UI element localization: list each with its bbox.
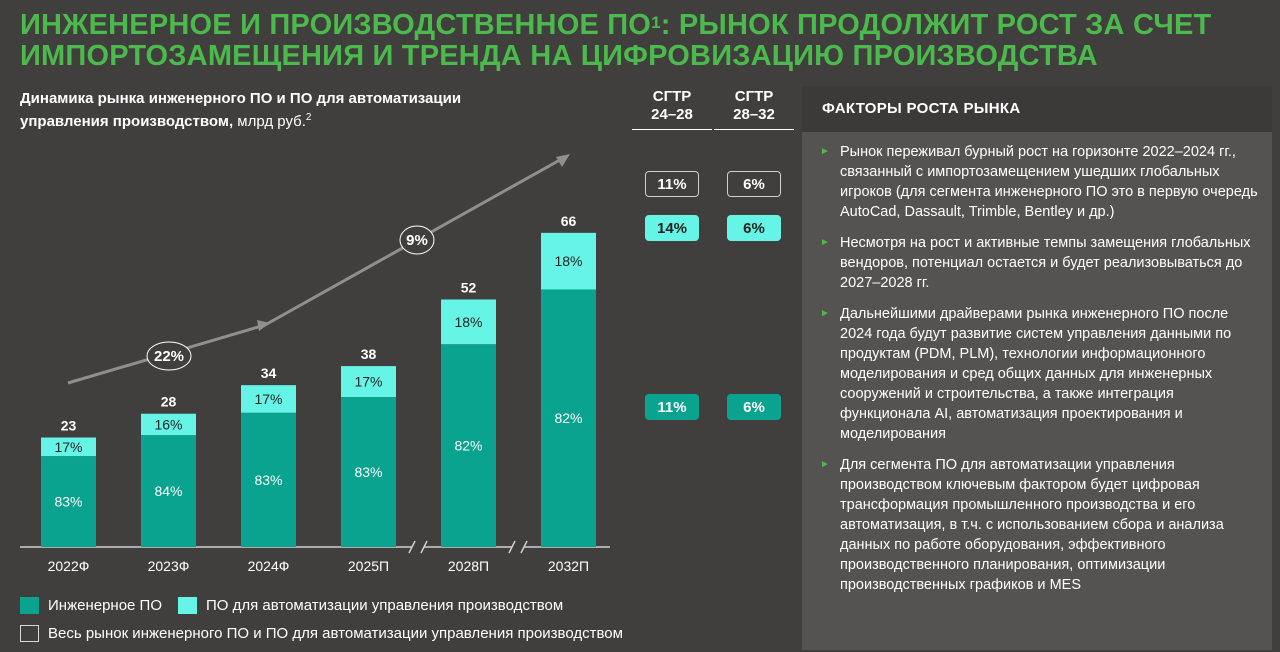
bar-engineering: [241, 412, 296, 547]
x-tick-label: 2024Ф: [248, 558, 290, 574]
bar-automation: [241, 385, 296, 413]
bar-total-label: 28: [161, 394, 177, 410]
bar-total-label: 52: [461, 279, 477, 295]
factor-item: ► Несмотря на рост и активные темпы замещ…: [820, 233, 1260, 293]
bar-automation-share-label: 17%: [54, 439, 82, 455]
triangle-right-icon: ►: [820, 459, 830, 470]
cagr-engineering-24-28: 11%: [645, 394, 699, 420]
trend-cagr-label: 9%: [406, 232, 428, 249]
x-tick-label: 2023Ф: [148, 558, 190, 574]
bar-total-label: 23: [61, 418, 77, 434]
factors-title: ФАКТОРЫ РОСТА РЫНКА: [822, 100, 1021, 117]
factors-list: ► Рынок переживал бурный рост на горизонт…: [820, 142, 1260, 606]
bar-automation: [41, 437, 96, 457]
cagr-header-28-32: CГТР 28–32: [714, 88, 794, 130]
bar-automation-share-label: 16%: [154, 416, 182, 432]
factor-item: ► Для сегмента ПО для автоматизации управ…: [820, 455, 1260, 595]
cagr-header-24-28: CГТР 24–28: [632, 88, 712, 130]
cagr-automation-28-32: 6%: [727, 215, 781, 241]
factor-text: Несмотря на рост и активные темпы замеще…: [840, 235, 1251, 291]
bar-automation: [541, 232, 596, 290]
stacked-bar-chart: 22% 9% 83% 17% 23 2022Ф 84% 16% 28 2023Ф 83% 17% 34 2…: [20, 154, 610, 574]
bar-total-label: 66: [561, 213, 577, 229]
bar-total-label: 34: [261, 365, 277, 381]
triangle-right-icon: ►: [820, 308, 830, 319]
factor-item: ► Рынок переживал бурный рост на горизонт…: [820, 142, 1260, 222]
legend-label: Весь рынок инженерного ПО и ПО для автом…: [48, 625, 623, 642]
bar-engineering-share-label: 82%: [554, 410, 582, 426]
bar-engineering-share-label: 83%: [254, 472, 282, 488]
legend-automation: ПО для автоматизации управления производ…: [178, 597, 563, 614]
subtitle-bold: Динамика рынка инженерного ПО и ПО для а…: [20, 90, 462, 130]
cagr-header-period: 24–28: [651, 106, 693, 123]
bar-automation: [441, 299, 496, 345]
bar-engineering-share-label: 83%: [54, 494, 82, 510]
bar-automation-share-label: 17%: [254, 391, 282, 407]
x-tick-label: 2032П: [548, 558, 589, 574]
cagr-header-period: 28–32: [733, 106, 775, 123]
factor-text: Дальнейшими драйверами рынка инженерного…: [840, 306, 1232, 442]
subtitle-units: млрд руб.: [233, 113, 306, 130]
legend-swatch-teal: [20, 597, 39, 614]
trend-mid-arrowhead: [257, 320, 270, 331]
title-footnote: 1: [651, 13, 661, 32]
trend-cagr-label: 22%: [154, 348, 184, 365]
chart-subtitle: Динамика рынка инженерного ПО и ПО для а…: [20, 89, 540, 131]
bar-total-label: 38: [361, 346, 377, 362]
trend-cagr-badge: [146, 341, 192, 371]
page-title: ИНЖЕНЕРНОЕ И ПРОИЗВОДСТВЕННОЕ ПО1: РЫНОК…: [20, 10, 1270, 72]
subtitle-footnote: 2: [305, 112, 312, 123]
factors-header: ФАКТОРЫ РОСТА РЫНКА: [802, 86, 1272, 132]
cagr-total-24-28: 11%: [645, 171, 699, 197]
bar-engineering: [541, 289, 596, 547]
legend-total-market: Весь рынок инженерного ПО и ПО для автом…: [20, 625, 623, 642]
bar-automation: [341, 366, 396, 398]
bar-automation-share-label: 18%: [454, 314, 482, 330]
axis-break-mark: [420, 540, 428, 554]
axis-break-mark: [408, 540, 416, 554]
cagr-header-underline: [714, 129, 794, 130]
legend-label: Инженерное ПО: [48, 597, 162, 614]
bar-engineering: [441, 344, 496, 547]
triangle-right-icon: ►: [820, 237, 830, 248]
bar-automation-share-label: 18%: [554, 253, 582, 269]
cagr-engineering-28-32: 6%: [727, 394, 781, 420]
factor-text: Для сегмента ПО для автоматизации управл…: [840, 457, 1224, 593]
axis-break-mark: [520, 540, 528, 554]
x-tick-label: 2028П: [448, 558, 489, 574]
cagr-header-label: CГТР: [652, 88, 692, 105]
x-tick-label: 2022Ф: [48, 558, 90, 574]
cagr-header-label: CГТР: [734, 88, 774, 105]
factor-text: Рынок переживал бурный рост на горизонте…: [840, 144, 1258, 220]
x-tick-label: 2025П: [348, 558, 389, 574]
legend-label: ПО для автоматизации управления производ…: [206, 597, 564, 614]
legend-swatch-outline: [20, 625, 39, 642]
bar-engineering: [341, 397, 396, 547]
cagr-automation-24-28: 14%: [645, 215, 699, 241]
trend-cagr-badge: [399, 225, 435, 255]
legend-engineering: Инженерное ПО: [20, 597, 162, 614]
bar-engineering: [41, 456, 96, 547]
cagr-total-28-32: 6%: [727, 171, 781, 197]
bar-automation-share-label: 17%: [354, 374, 382, 390]
title-part1: ИНЖЕНЕРНОЕ И ПРОИЗВОДСТВЕННОЕ ПО: [20, 9, 652, 41]
bar-engineering-share-label: 82%: [454, 438, 482, 454]
trend-arrowhead: [556, 154, 570, 167]
legend-swatch-cyan: [178, 597, 197, 614]
bar-engineering: [141, 435, 196, 547]
bar-engineering-share-label: 84%: [154, 483, 182, 499]
cagr-header-underline: [632, 129, 712, 130]
title-part2: : РЫНОК ПРОДОЛЖИТ РОСТ ЗА СЧЕТ ИМПОРТОЗА…: [20, 9, 1212, 72]
factor-item: ► Дальнейшими драйверами рынка инженерног…: [820, 304, 1260, 444]
bar-engineering-share-label: 83%: [354, 464, 382, 480]
triangle-right-icon: ►: [820, 146, 830, 157]
axis-break-mark: [508, 540, 516, 554]
bar-automation: [141, 413, 196, 436]
growth-factors-panel: ФАКТОРЫ РОСТА РЫНКА ► Рынок переживал бур…: [802, 86, 1272, 650]
